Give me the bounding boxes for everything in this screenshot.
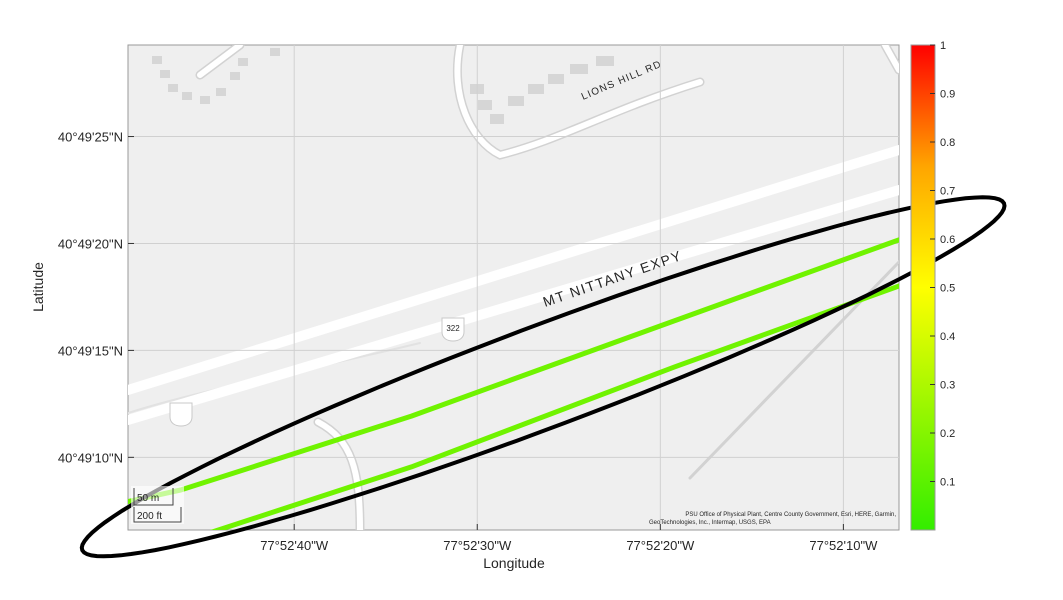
route-shield-label: 322: [446, 324, 460, 333]
scale-bar-imperial: 200 ft: [137, 511, 162, 522]
x-tick-label-0: 77°52'40"W: [260, 538, 329, 553]
colorbar-ticks: 0.1 0.2 0.3 0.4 0.5 0.6 0.7 0.8 0.9 1: [930, 40, 955, 489]
colorbar-tick-label-1: 0.2: [940, 428, 955, 440]
scale-bar: 50 m 200 ft: [131, 486, 184, 524]
colorbar-tick-label-0: 0.1: [940, 477, 955, 489]
colorbar-tick-label-7: 0.8: [940, 137, 955, 149]
basemap-buildings: [152, 48, 614, 124]
colorbar-tick-label-4: 0.5: [940, 283, 955, 295]
attribution: PSU Office of Physical Plant, Centre Cou…: [649, 512, 896, 526]
x-tick-label-2: 77°52'20"W: [626, 538, 695, 553]
y-tick-label-3: 40°49'10"N: [58, 450, 123, 465]
series-track-1: [210, 283, 899, 530]
scale-bar-metric: 50 m: [137, 493, 159, 504]
route-shield-icon: [441, 317, 465, 342]
colorbar-tick-label-5: 0.6: [940, 234, 955, 246]
colorbar-tick-label-8: 0.9: [940, 89, 955, 101]
attribution-line-1: PSU Office of Physical Plant, Centre Cou…: [685, 512, 896, 518]
colorbar-tick-label-3: 0.4: [940, 331, 955, 343]
y-tick-label-2: 40°49'15"N: [58, 343, 123, 358]
colorbar-tick-label-9: 1: [940, 40, 946, 52]
annotation: [79, 195, 1007, 559]
colorbar-tick-label-6: 0.7: [940, 186, 955, 198]
axis-ticks: 77°52'40"W 77°52'30"W 77°52'20"W 77°52'10"W…: [58, 130, 878, 553]
y-tick-label-0: 40°49'25"N: [58, 130, 123, 145]
route-shield-icon-west: [169, 402, 193, 427]
x-axis-label: Longitude: [483, 555, 545, 571]
attribution-line-2: GeoTechnologies, Inc., Intermap, USGS, E…: [649, 520, 771, 526]
x-tick-label-3: 77°52'10"W: [809, 538, 878, 553]
colorbar: 0.1 0.2 0.3 0.4 0.5 0.6 0.7 0.8 0.9 1: [910, 40, 955, 531]
x-tick-label-1: 77°52'30"W: [443, 538, 512, 553]
colorbar-tick-label-2: 0.3: [940, 380, 955, 392]
y-tick-label-1: 40°49'20"N: [58, 236, 123, 251]
y-axis-label: Latitude: [30, 262, 46, 312]
annotation-ellipse: [79, 195, 1007, 559]
